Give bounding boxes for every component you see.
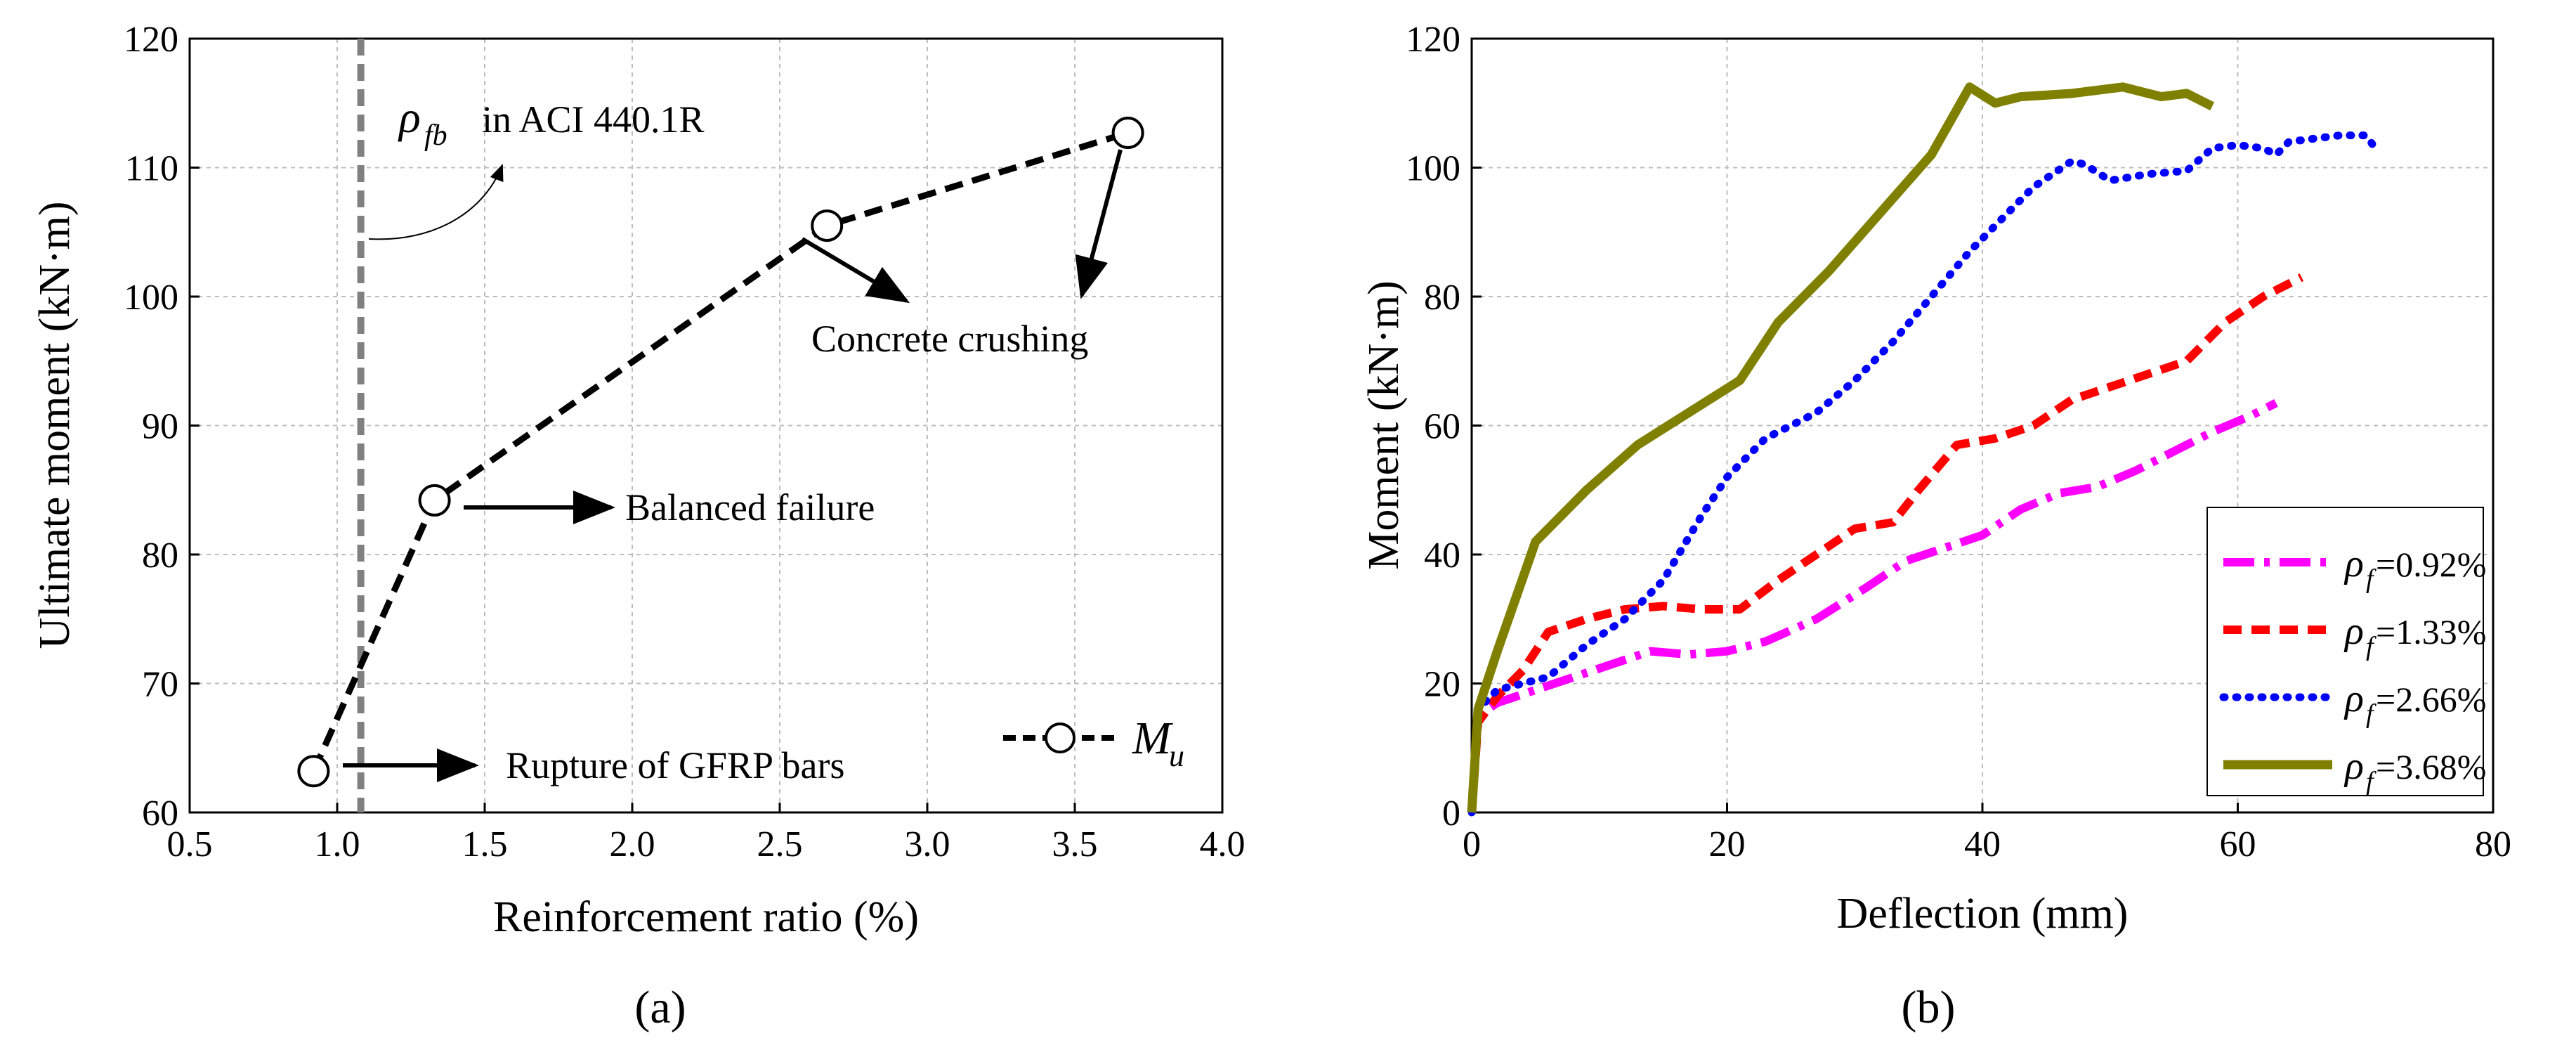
legend-b-symbol-0: ρ bbox=[2343, 542, 2364, 585]
b-x-tick-label: 0 bbox=[1463, 824, 1481, 864]
b-x-tick-label: 40 bbox=[1964, 824, 2001, 864]
y-axis-title-b: Moment (kN·m) bbox=[1360, 280, 1408, 570]
a-x-tick-label: 3.0 bbox=[905, 824, 950, 864]
b-x-tick-label: 20 bbox=[1709, 824, 1746, 864]
data-point-mu bbox=[297, 755, 330, 788]
a-x-tick-label: 3.5 bbox=[1052, 824, 1098, 864]
legend-b-symbol-2: ρ bbox=[2343, 677, 2364, 720]
a-y-tick-label: 60 bbox=[142, 793, 178, 834]
series-mu bbox=[297, 116, 1144, 788]
ref-label-arrow bbox=[368, 164, 504, 240]
legend-a-label: M bbox=[1132, 713, 1174, 764]
annotation-crushing: Concrete crushing bbox=[811, 318, 1088, 360]
b-y-tick-label: 80 bbox=[1424, 278, 1460, 318]
b-y-tick-label: 20 bbox=[1424, 665, 1460, 705]
annotation-balanced: Balanced failure bbox=[625, 486, 875, 529]
series-line-1 bbox=[1467, 273, 2304, 813]
legend-a-label-sub: u bbox=[1169, 739, 1184, 773]
legend-b-symbol-1: ρ bbox=[2343, 609, 2364, 653]
crushing-arrow-2 bbox=[1075, 149, 1123, 299]
axis-ticks-b: 0 20 40 60 80 0 20 40 60 80 100 120 bbox=[1406, 20, 2511, 864]
legend-b: ρ f =0.92%ρ f =1.33%ρ f =2.66%ρ f =3.68% bbox=[2206, 507, 2486, 796]
a-y-tick-label: 90 bbox=[142, 407, 178, 447]
legend-a: M u bbox=[1003, 713, 1184, 773]
a-y-tick-label: 120 bbox=[124, 20, 178, 60]
annotation-rupture: Rupture of GFRP bars bbox=[506, 744, 845, 786]
b-y-tick-label: 60 bbox=[1424, 407, 1460, 447]
data-point-mu bbox=[1111, 116, 1144, 149]
a-x-tick-label: 2.5 bbox=[757, 824, 803, 864]
series-line-2 bbox=[1467, 131, 2382, 817]
crushing-arrow-1 bbox=[801, 237, 910, 304]
a-x-tick-label: 0.5 bbox=[167, 824, 213, 864]
a-x-tick-label: 1.0 bbox=[315, 824, 360, 864]
legend-b-label-0: =0.92% bbox=[2376, 545, 2486, 584]
legend-b-label-3: =3.68% bbox=[2376, 747, 2486, 786]
x-axis-title-a: Reinforcement ratio (%) bbox=[493, 893, 919, 941]
x-axis-title-b: Deflection (mm) bbox=[1837, 890, 2129, 938]
chart-panel-a: 0.5 1.0 1.5 2.0 2.5 3.0 3.5 4.0 60 70 80 90 100 110 12… bbox=[31, 20, 1245, 1033]
legend-b-box bbox=[2206, 507, 2484, 796]
b-y-tick-label: 40 bbox=[1424, 536, 1460, 576]
b-y-tick-label: 120 bbox=[1406, 20, 1460, 60]
b-y-tick-label: 100 bbox=[1406, 149, 1460, 189]
a-x-tick-label: 4.0 bbox=[1200, 824, 1245, 864]
axis-ticks-a: 0.5 1.0 1.5 2.0 2.5 3.0 3.5 4.0 60 70 80 90 100 110 12… bbox=[124, 20, 1245, 864]
a-y-tick-label: 100 bbox=[124, 278, 178, 318]
legend-b-label-2: =2.66% bbox=[2376, 680, 2486, 719]
panel-label-b: (b) bbox=[1902, 982, 1956, 1033]
data-point-mu bbox=[418, 484, 451, 517]
grid-lines-b bbox=[1472, 39, 2493, 812]
a-x-tick-label: 2.0 bbox=[610, 824, 655, 864]
series-group-b bbox=[1467, 82, 2382, 817]
legend-b-symbol-3: ρ bbox=[2343, 744, 2364, 788]
y-axis-title-a: Ultimate moment (kN·m) bbox=[31, 201, 79, 649]
ref-label-symbol: ρ bbox=[398, 92, 421, 142]
series-line-3 bbox=[1467, 82, 2215, 813]
a-y-tick-label: 80 bbox=[142, 536, 178, 576]
data-point-mu bbox=[811, 209, 844, 242]
b-x-tick-label: 80 bbox=[2475, 824, 2511, 864]
panel-label-a: (a) bbox=[634, 982, 686, 1033]
a-y-tick-label: 70 bbox=[142, 665, 178, 705]
a-x-tick-label: 1.5 bbox=[462, 824, 508, 864]
b-y-tick-label: 0 bbox=[1442, 793, 1460, 834]
legend-a-marker bbox=[1045, 722, 1075, 753]
ref-label-text: in ACI 440.1R bbox=[482, 98, 705, 141]
a-y-tick-label: 110 bbox=[125, 149, 178, 189]
legend-b-label-1: =1.33% bbox=[2376, 612, 2486, 652]
ref-label-subscript: fb bbox=[424, 119, 447, 152]
b-x-tick-label: 60 bbox=[2220, 824, 2256, 864]
series-line-0 bbox=[1467, 399, 2278, 813]
series-line-mu bbox=[310, 129, 1129, 773]
